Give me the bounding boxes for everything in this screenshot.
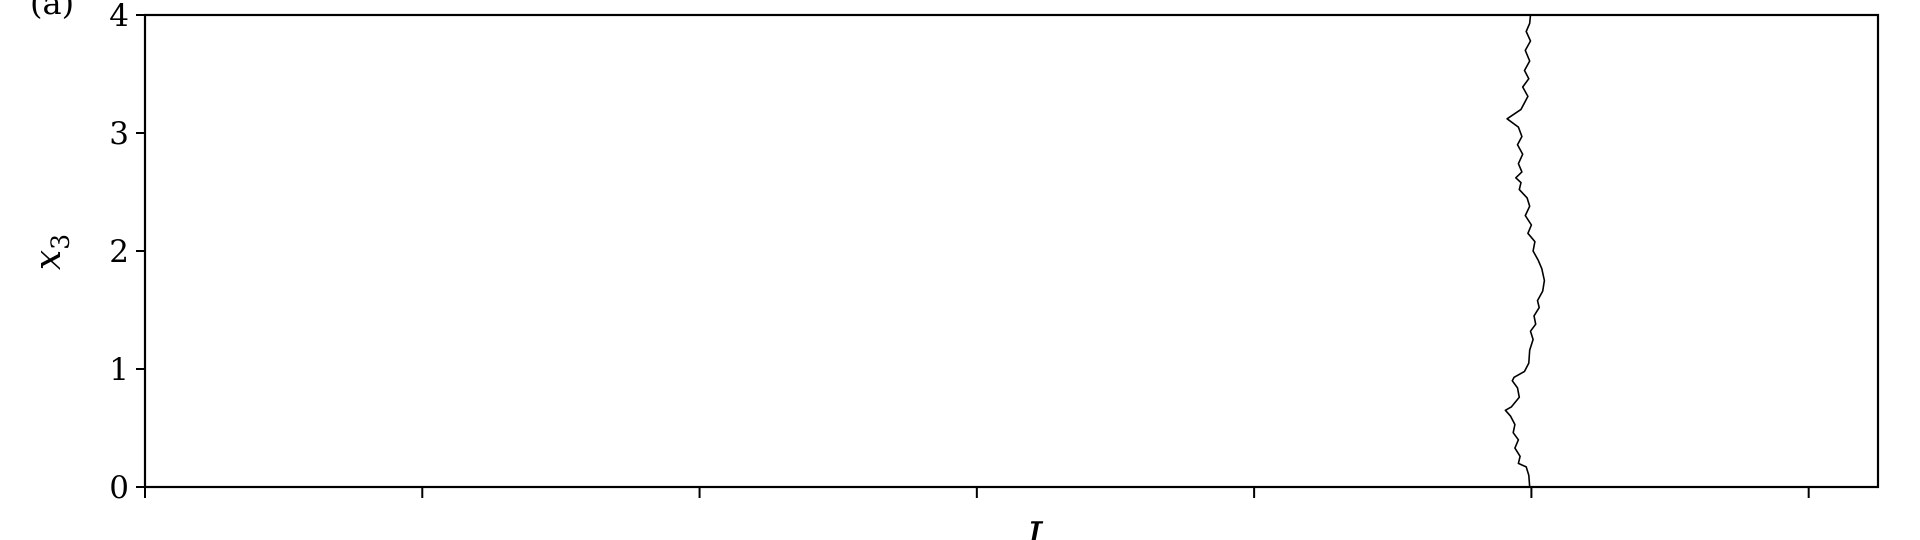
y-tick-label: 3: [109, 116, 129, 152]
x-axis-label-fragment: L: [1025, 513, 1054, 540]
y-axis-label-symbol: x: [28, 250, 69, 270]
series-line-1: [1504, 14, 1546, 488]
y-tick-label: 2: [109, 234, 129, 270]
x-axis-ticks: [144, 487, 1810, 498]
y-axis-ticks: 0 1 2 3 4: [109, 0, 145, 506]
svg-text:x3: x3: [28, 234, 75, 270]
y-axis-label: x3: [28, 234, 75, 270]
plot-frame: [143, 13, 1880, 489]
panel-label: (a): [30, 0, 74, 22]
y-axis-label-subscript: 3: [46, 234, 75, 250]
plot-area: [145, 15, 1878, 487]
y-tick-label: 0: [109, 470, 129, 506]
series-layer: [1504, 14, 1546, 488]
y-tick-label: 4: [109, 0, 129, 34]
y-tick-label: 1: [109, 352, 129, 388]
